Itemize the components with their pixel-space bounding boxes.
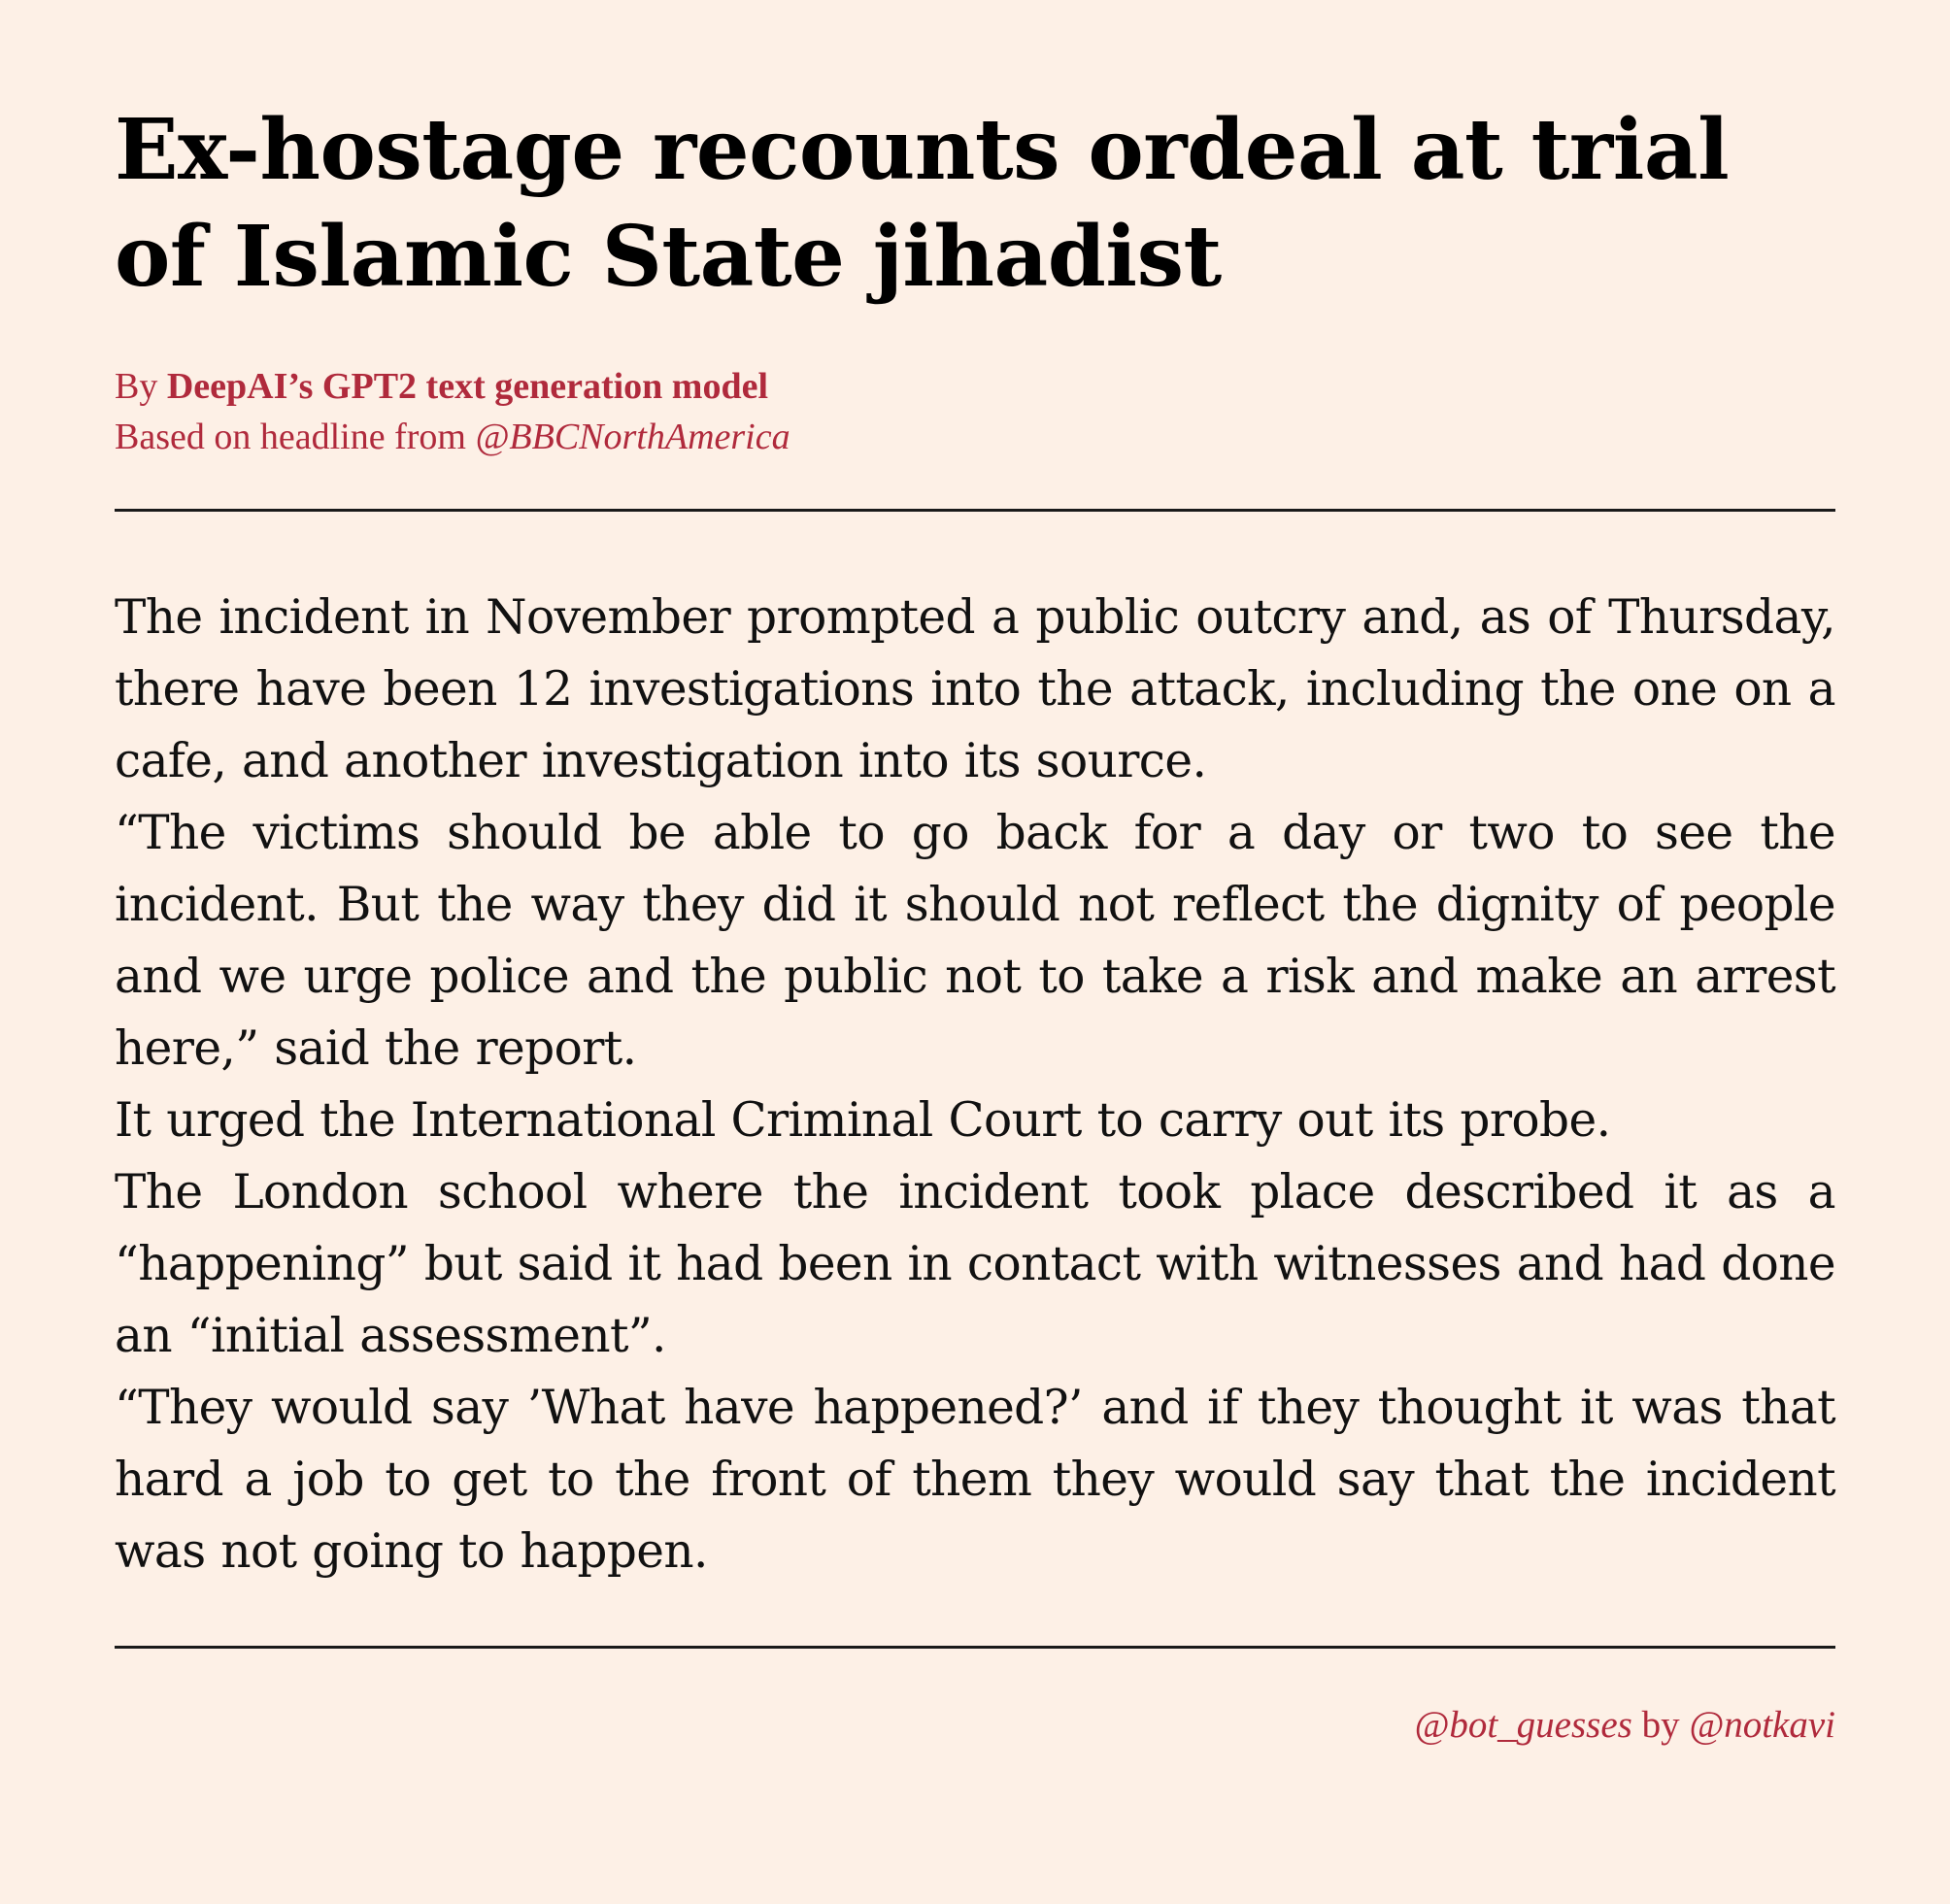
byline-by: By: [115, 366, 167, 407]
article-card: Ex-hostage recounts ordeal at trial of I…: [115, 97, 1836, 1750]
source-handle: @BBCNorthAmerica: [475, 417, 790, 457]
byline-author: DeepAI’s GPT2 text generation model: [166, 366, 769, 407]
credit-by: by: [1631, 1704, 1690, 1746]
paragraph: It urged the International Criminal Cour…: [115, 1093, 1611, 1148]
top-divider: [115, 509, 1835, 512]
bot-handle: @bot_guesses: [1414, 1704, 1632, 1746]
headline: Ex-hostage recounts ordeal at trial of I…: [115, 101, 1730, 306]
bottom-divider: [115, 1646, 1835, 1649]
byline: By DeepAI’s GPT2 text generation model B…: [115, 361, 1835, 462]
paragraph: “They would say ’What have happened?’ an…: [115, 1381, 1836, 1579]
byline-author-line: By DeepAI’s GPT2 text generation model: [115, 361, 1835, 412]
paragraph: The incident in November prompted a publ…: [115, 590, 1836, 788]
paragraph: The London school where the incident too…: [115, 1165, 1836, 1363]
creator-handle: @notkavi: [1689, 1704, 1835, 1746]
paragraph: “The victims should be able to go back f…: [115, 806, 1836, 1076]
footer-credit: @bot_guesses by @notkavi: [115, 1701, 1835, 1750]
article-body: The incident in November prompted a publ…: [115, 582, 1836, 1587]
byline-source-line: Based on headline from @BBCNorthAmerica: [115, 412, 1835, 462]
byline-based-on: Based on headline from: [115, 417, 476, 457]
